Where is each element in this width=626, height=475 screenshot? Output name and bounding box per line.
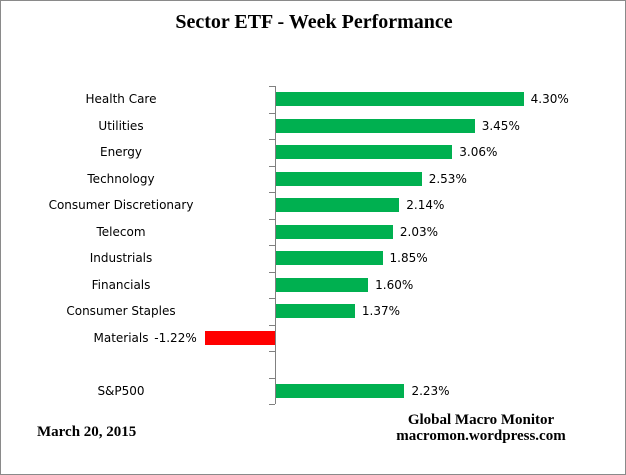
bar [276, 118, 475, 133]
value-label: 1.85% [389, 251, 428, 265]
value-label: 2.53% [428, 171, 467, 186]
axis-tick [269, 192, 275, 193]
category-label: Health Care [85, 92, 157, 106]
category-label: Consumer Discretionary [48, 198, 194, 212]
value-label: 2.23% [411, 383, 450, 398]
category-label: Utilities [98, 118, 144, 133]
axis-tick [269, 112, 275, 114]
category-label: Telecom [96, 224, 146, 239]
value-label: 2.03% [399, 224, 439, 239]
value-label: -1.22% [154, 330, 197, 345]
axis-tick [269, 404, 275, 405]
bar [276, 304, 355, 319]
axis-tick [269, 324, 275, 326]
bar [276, 277, 369, 292]
bar [276, 383, 405, 398]
value-label: 1.37% [361, 304, 401, 318]
bar [276, 171, 422, 186]
bar [276, 224, 393, 239]
axis-tick [269, 351, 275, 352]
footer-brand: Global Macro Monitor macromon.wordpress.… [381, 412, 581, 444]
axis-tick [269, 298, 275, 299]
footer-brand-name: Global Macro Monitor [407, 412, 555, 428]
value-label: 3.06% [459, 145, 498, 159]
axis-tick [269, 139, 275, 140]
footer-brand-url: macromon.wordpress.com [396, 427, 566, 444]
axis-tick [269, 86, 275, 87]
bar [276, 145, 453, 160]
category-label: Technology [87, 171, 155, 186]
category-label: S&P500 [97, 383, 145, 398]
value-label: 4.30% [530, 92, 569, 106]
value-label: 3.45% [481, 118, 520, 133]
axis-tick [269, 271, 275, 273]
value-label: 2.14% [406, 198, 445, 212]
chart-title: Sector ETF - Week Performance [175, 11, 453, 33]
category-label: Energy [99, 145, 142, 159]
category-label: Financials [91, 277, 151, 292]
bar [276, 251, 383, 266]
axis-tick [269, 377, 275, 379]
bar [276, 198, 400, 213]
category-label: Industrials [89, 251, 153, 265]
axis-tick [269, 218, 275, 220]
footer-date: March 20, 2015 [37, 424, 137, 440]
bar [204, 330, 275, 345]
bar [276, 92, 524, 107]
axis-tick [269, 165, 275, 167]
axis-tick [269, 245, 275, 246]
value-label: 1.60% [375, 277, 414, 292]
category-label: Materials [93, 330, 149, 345]
category-axis-line [275, 86, 276, 404]
category-label: Consumer Staples [66, 304, 176, 318]
